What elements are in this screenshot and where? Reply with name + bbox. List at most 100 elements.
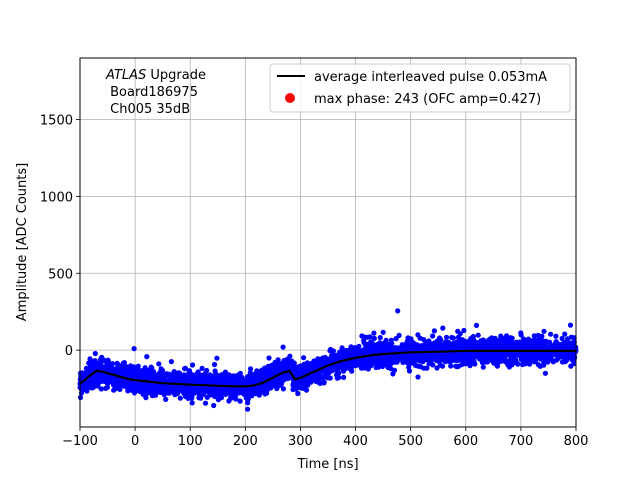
scatter-point bbox=[517, 343, 523, 349]
scatter-point bbox=[341, 374, 347, 380]
scatter-point bbox=[415, 374, 421, 380]
scatter-point bbox=[542, 370, 549, 376]
scatter-point bbox=[439, 352, 445, 358]
scatter-point bbox=[179, 386, 185, 392]
scatter-point bbox=[484, 353, 490, 359]
scatter-point bbox=[114, 360, 120, 366]
scatter-point bbox=[189, 395, 195, 401]
scatter-point bbox=[308, 374, 314, 380]
scatter-point bbox=[438, 345, 444, 352]
scatter-point bbox=[299, 363, 306, 369]
scatter-point bbox=[121, 360, 127, 366]
scatter-point bbox=[531, 339, 537, 345]
scatter-point bbox=[507, 353, 513, 359]
scatter-point bbox=[468, 336, 474, 342]
x-tick-label: 0 bbox=[131, 434, 139, 449]
scatter-point bbox=[177, 395, 183, 401]
scatter-point bbox=[87, 356, 93, 362]
scatter-point bbox=[134, 382, 140, 388]
scatter-point bbox=[388, 354, 394, 360]
scatter-point bbox=[353, 345, 359, 351]
scatter-point bbox=[535, 352, 541, 358]
scatter-point bbox=[480, 337, 486, 343]
scatter-point bbox=[541, 356, 547, 362]
scatter-point bbox=[200, 391, 206, 397]
scatter-point bbox=[568, 334, 575, 340]
scatter-point bbox=[521, 355, 527, 361]
scatter-point bbox=[312, 377, 318, 383]
scatter-point bbox=[245, 396, 251, 402]
scatter-point bbox=[470, 357, 476, 363]
scatter-point bbox=[321, 380, 327, 386]
legend-entry-max-phase: max phase: 243 (OFC amp=0.427) bbox=[314, 92, 541, 107]
legend-red-dot-swatch bbox=[285, 93, 295, 103]
scatter-point bbox=[562, 359, 568, 365]
scatter-point bbox=[391, 367, 398, 373]
y-tick-label: 500 bbox=[48, 267, 73, 282]
scatter-point bbox=[251, 387, 258, 393]
scatter-point bbox=[203, 379, 209, 385]
axis-ticks: −100 0 100 200 300 400 500 600 700 800 0 500 1000 150… bbox=[40, 114, 589, 450]
scatter-point bbox=[497, 354, 503, 360]
scatter-point bbox=[113, 385, 119, 392]
scatter-point bbox=[507, 341, 513, 347]
y-tick-label: 0 bbox=[65, 344, 73, 359]
scatter-point bbox=[405, 360, 411, 366]
scatter-point bbox=[547, 350, 553, 357]
scatter-point bbox=[213, 371, 219, 377]
scatter-point bbox=[188, 387, 194, 393]
scatter-point bbox=[535, 332, 541, 338]
scatter-point bbox=[569, 356, 575, 362]
scatter-point bbox=[104, 364, 111, 371]
scatter-point bbox=[302, 386, 308, 392]
scatter-point bbox=[388, 337, 394, 343]
scatter-point bbox=[366, 341, 372, 347]
scatter-point bbox=[383, 362, 389, 368]
scatter-point bbox=[527, 359, 534, 365]
annotation-channel: Ch005 35dB bbox=[106, 102, 190, 117]
scatter-point bbox=[135, 363, 141, 369]
average-pulse-line bbox=[79, 349, 576, 388]
scatter-point bbox=[541, 328, 547, 334]
scatter-point bbox=[282, 374, 288, 380]
scatter-point bbox=[222, 369, 228, 375]
scatter-point bbox=[554, 356, 560, 362]
scatter-point bbox=[380, 329, 386, 335]
scatter-point bbox=[489, 335, 495, 341]
scatter-point bbox=[96, 379, 102, 385]
scatter-point bbox=[396, 332, 402, 338]
scatter-point bbox=[548, 345, 554, 351]
scatter-point bbox=[221, 378, 227, 384]
scatter-point bbox=[548, 331, 554, 337]
scatter-point bbox=[415, 332, 421, 338]
scatter-point bbox=[280, 344, 286, 350]
scatter-point bbox=[186, 368, 193, 374]
legend-frame bbox=[269, 63, 571, 113]
scatter-point bbox=[453, 344, 459, 350]
scatter-point bbox=[449, 334, 455, 341]
scatter-point bbox=[525, 336, 532, 342]
scatter-point bbox=[478, 343, 484, 349]
scatter-point bbox=[553, 333, 559, 339]
scatter-point bbox=[359, 333, 365, 339]
scatter-point bbox=[455, 334, 461, 340]
scatter-point bbox=[403, 341, 409, 347]
scatter-point bbox=[377, 335, 383, 341]
scatter-point bbox=[78, 373, 84, 379]
scatter-point bbox=[559, 335, 565, 342]
scatter-point bbox=[527, 342, 533, 348]
scatter-point bbox=[531, 333, 537, 339]
scatter-point bbox=[211, 361, 218, 368]
scatter-point bbox=[420, 352, 426, 358]
average-pulse-line-group bbox=[79, 349, 576, 388]
scatter-point bbox=[365, 363, 371, 369]
scatter-point bbox=[266, 355, 272, 361]
x-tick-label: −100 bbox=[62, 434, 98, 449]
annotation-box: ATLAS Upgrade Board186975 Ch005 35dB bbox=[105, 68, 206, 117]
scatter-point bbox=[158, 366, 164, 372]
scatter-point bbox=[428, 351, 434, 357]
scatter-point bbox=[98, 386, 104, 392]
scatter-point bbox=[218, 395, 225, 401]
scatter-point bbox=[148, 364, 154, 370]
scatter-point bbox=[242, 378, 248, 384]
